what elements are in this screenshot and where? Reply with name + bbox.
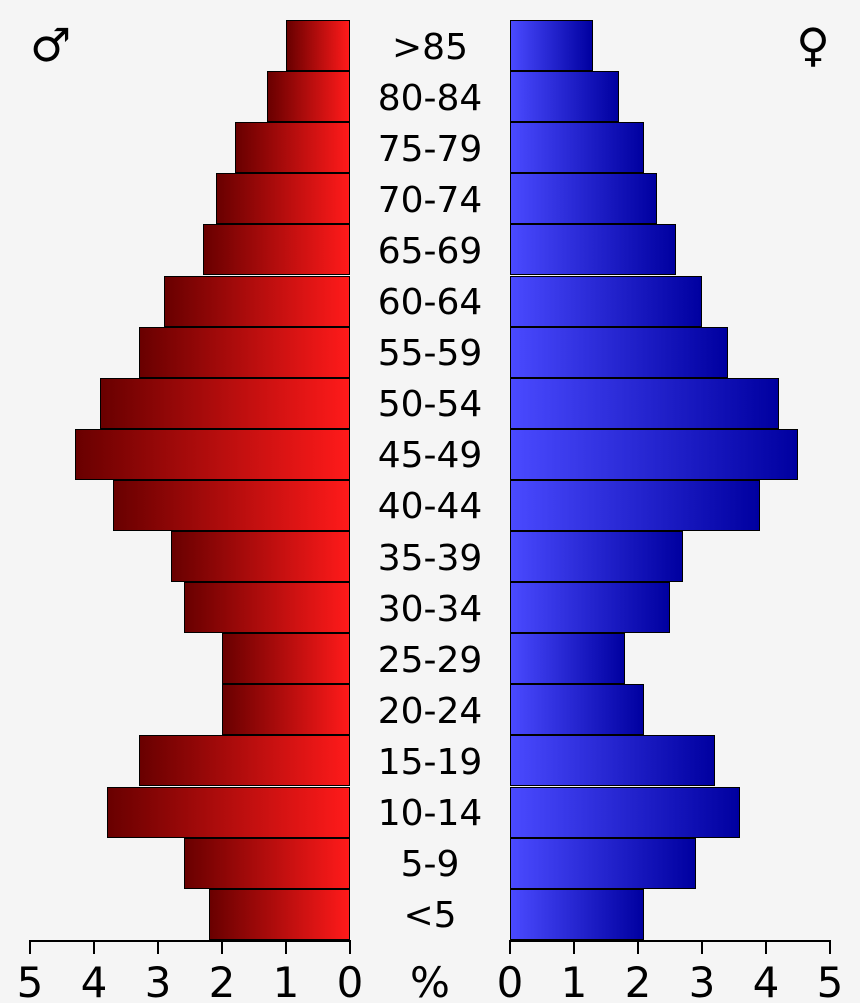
female-bar <box>510 889 644 940</box>
female-bar <box>510 787 740 838</box>
male-bar <box>107 787 350 838</box>
axis-unit-label: % <box>410 958 450 1003</box>
male-bar <box>267 71 350 122</box>
male-bar <box>184 582 350 633</box>
axis-tick <box>701 940 703 954</box>
female-bars-column <box>510 20 830 940</box>
male-bar <box>164 276 350 327</box>
age-group-label: <5 <box>350 898 510 934</box>
male-bar <box>222 633 350 684</box>
age-group-label: 15-19 <box>350 745 510 781</box>
female-bar <box>510 224 676 275</box>
axis-tick <box>157 940 159 954</box>
axis-tick <box>349 940 351 954</box>
axis-tick-label: 4 <box>753 958 780 1003</box>
age-group-label: 55-59 <box>350 336 510 372</box>
male-bar <box>235 122 350 173</box>
male-bars-column <box>30 20 350 940</box>
male-bar <box>184 838 350 889</box>
axis-tick-label: 3 <box>689 958 716 1003</box>
female-bar <box>510 838 696 889</box>
female-bar <box>510 429 798 480</box>
age-group-label: 35-39 <box>350 541 510 577</box>
axis-tick <box>221 940 223 954</box>
axis-tick-label: 1 <box>273 958 300 1003</box>
female-bar <box>510 531 683 582</box>
male-bar <box>222 684 350 735</box>
female-bar <box>510 276 702 327</box>
male-bar <box>139 327 350 378</box>
axis-tick <box>285 940 287 954</box>
axis-tick-label: 3 <box>145 958 172 1003</box>
age-group-label: 5-9 <box>350 847 510 883</box>
female-bar <box>510 735 715 786</box>
age-group-label: 75-79 <box>350 132 510 168</box>
male-bar <box>216 173 350 224</box>
axis-tick <box>509 940 511 954</box>
axis-line-left <box>30 940 350 942</box>
female-bar <box>510 480 760 531</box>
axis-tick-label: 4 <box>81 958 108 1003</box>
age-group-label: 30-34 <box>350 592 510 628</box>
axis-tick-label: 5 <box>817 958 844 1003</box>
age-group-label: 60-64 <box>350 285 510 321</box>
axis-tick <box>829 940 831 954</box>
female-bar <box>510 20 593 71</box>
male-bar <box>75 429 350 480</box>
female-bar <box>510 582 670 633</box>
axis-tick-label: 1 <box>561 958 588 1003</box>
axis-tick <box>93 940 95 954</box>
population-pyramid-chart: ♂ ♀ >8580-8475-7970-7465-6960-6455-5950-… <box>0 0 860 1003</box>
age-group-label: 50-54 <box>350 387 510 423</box>
female-bar <box>510 378 779 429</box>
age-group-label: 80-84 <box>350 81 510 117</box>
female-bar <box>510 327 728 378</box>
axis-tick-label: 0 <box>337 958 364 1003</box>
age-group-label: 70-74 <box>350 183 510 219</box>
axis-tick-label: 2 <box>209 958 236 1003</box>
female-bar <box>510 71 619 122</box>
axis-tick <box>637 940 639 954</box>
male-bar <box>209 889 350 940</box>
axis-tick <box>29 940 31 954</box>
axis-tick <box>573 940 575 954</box>
age-group-label: 40-44 <box>350 489 510 525</box>
male-bar <box>203 224 350 275</box>
female-bar <box>510 684 644 735</box>
age-group-label: 10-14 <box>350 796 510 832</box>
age-group-label: >85 <box>350 30 510 66</box>
male-bar <box>100 378 350 429</box>
female-bar <box>510 122 644 173</box>
axis-tick-label: 5 <box>17 958 44 1003</box>
male-bar <box>113 480 350 531</box>
plot-area: >85 80-84 75-79 70-74 65-69 60-64 55-59 50-54 45… <box>0 20 860 940</box>
age-group-label: 45-49 <box>350 438 510 474</box>
axis-tick-label: 0 <box>497 958 524 1003</box>
male-bar <box>286 20 350 71</box>
age-group-label: 25-29 <box>350 643 510 679</box>
axis-line-right <box>510 940 830 942</box>
axis-tick <box>765 940 767 954</box>
age-group-label: 65-69 <box>350 234 510 270</box>
female-bar <box>510 173 657 224</box>
female-bar <box>510 633 625 684</box>
male-bar <box>139 735 350 786</box>
male-bar <box>171 531 350 582</box>
axis-tick-label: 2 <box>625 958 652 1003</box>
age-group-label: 20-24 <box>350 694 510 730</box>
